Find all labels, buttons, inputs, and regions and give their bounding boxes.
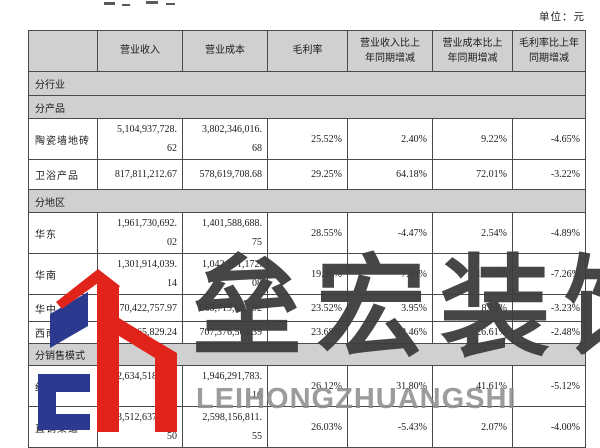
logo-red-shoulder xyxy=(119,318,155,358)
cell-value: 1,946,291,783. 16 xyxy=(182,365,268,407)
logo-red-left-bar xyxy=(97,278,119,432)
cell-value: -3.22% xyxy=(512,159,586,190)
cell-value: 1,401,588,688. 75 xyxy=(182,212,268,254)
row-label: 卫浴产品 xyxy=(28,159,98,190)
cell-value: 9.22% xyxy=(432,118,513,160)
column-header-revenue: 营业收入 xyxy=(97,30,183,72)
section-row: 分行业 xyxy=(28,71,586,96)
logo-red-roof xyxy=(56,269,120,309)
section-row: 分产品 xyxy=(28,95,586,119)
section-label: 分地区 xyxy=(28,189,586,213)
cell-value: 1,961,730,692. 02 xyxy=(97,212,183,254)
cell-value: 31.80% xyxy=(347,365,433,407)
cell-value: -4.00% xyxy=(512,406,586,448)
logo-blue-parallelogram xyxy=(50,292,88,348)
cell-value: 26.12% xyxy=(267,365,348,407)
cell-value: 5,104,937,728. 62 xyxy=(97,118,183,160)
section-label: 分行业 xyxy=(28,71,586,96)
column-header-cost-yoy: 营业成本比上 年同期增减 xyxy=(432,30,513,72)
watermark-chinese-text: 垒宏装饰 xyxy=(192,244,600,372)
cell-value: -4.65% xyxy=(512,118,586,160)
cell-value: 28.55% xyxy=(267,212,348,254)
table-row: 陶瓷墙地砖 5,104,937,728. 62 3,802,346,016. 68 2… xyxy=(28,118,586,160)
row-label: 陶瓷墙地砖 xyxy=(28,118,98,160)
row-label: 华东 xyxy=(28,212,98,254)
watermark-pinyin-text: LEIHONGZHUANGSHI xyxy=(196,383,517,415)
cell-value: 25.52% xyxy=(267,118,348,160)
column-header-margin: 毛利率 xyxy=(267,30,348,72)
cell-value: 29.25% xyxy=(267,159,348,190)
cell-value: 817,811,212.67 xyxy=(97,159,183,190)
cell-value: 72.01% xyxy=(432,159,513,190)
cell-value: 64.18% xyxy=(347,159,433,190)
cell-value: -5.12% xyxy=(512,365,586,407)
corner-cell xyxy=(28,30,98,72)
cell-value: 3.95% xyxy=(347,294,433,322)
cell-value: 3,802,346,016. 68 xyxy=(182,118,268,160)
unit-label: 单位：元 xyxy=(539,12,585,23)
header-row: 营业收入 营业成本 毛利率 营业收入比上 年同期增减 营业成本比上 年同期增减 … xyxy=(28,30,586,72)
cell-value: -4.47% xyxy=(347,212,433,254)
section-label: 分产品 xyxy=(28,95,586,119)
logo-blue-c-shape xyxy=(38,374,90,430)
column-header-margin-yoy: 毛利率比上年 同期增减 xyxy=(512,30,586,72)
column-header-cost: 营业成本 xyxy=(182,30,268,72)
column-header-revenue-yoy: 营业收入比上 年同期增减 xyxy=(347,30,433,72)
section-row: 分地区 xyxy=(28,189,586,213)
cell-value: 18.58% xyxy=(432,253,513,295)
logo-red-right-leg xyxy=(155,340,177,432)
table-row: 华东 1,961,730,692. 02 1,401,588,688. 75 28.5… xyxy=(28,212,586,254)
cell-value: 23.52% xyxy=(267,294,348,322)
cell-value: 578,619,708.68 xyxy=(182,159,268,190)
table-row: 卫浴产品 817,811,212.67 578,619,708.68 29.25% 64… xyxy=(28,159,586,190)
cropped-heading-fragment xyxy=(100,0,210,7)
cell-value: -7.26% xyxy=(512,253,586,295)
cell-value: 2.40% xyxy=(347,118,433,160)
brand-logo xyxy=(38,269,177,432)
